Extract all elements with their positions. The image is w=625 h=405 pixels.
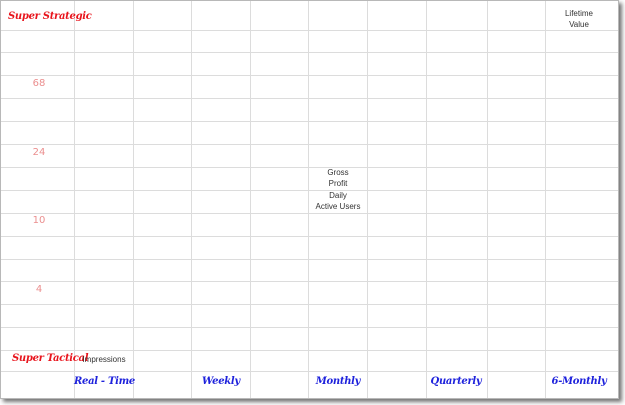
gridlines xyxy=(1,1,618,398)
impressions-text: Impressions xyxy=(82,355,126,364)
x-label-quarterly: Quarterly xyxy=(430,376,482,387)
tick-label-68: 68 xyxy=(32,78,46,89)
x-label-monthly: Monthly xyxy=(315,376,361,387)
lifetime-value-cell[interactable]: Lifetime Value xyxy=(549,8,609,30)
x-label-real-time: Real - Time xyxy=(74,376,135,387)
x-label-weekly: Weekly xyxy=(202,376,240,387)
daily-active-users-line-1: Daily xyxy=(329,191,347,200)
super-strategic-label: Super Strategic xyxy=(8,11,92,22)
x-label-6-monthly: 6-Monthly xyxy=(551,376,607,387)
daily-active-users-line-2: Active Users xyxy=(315,202,361,211)
gross-profit-line-2: Profit xyxy=(328,179,348,188)
tick-label-24: 24 xyxy=(32,147,46,158)
lifetime-value-line-2: Value xyxy=(569,20,589,29)
tick-label-10: 10 xyxy=(32,215,46,226)
daily-active-users-cell[interactable]: Daily Active Users xyxy=(308,190,368,212)
super-tactical-label: Super Tactical xyxy=(12,353,89,364)
spreadsheet-canvas: Super Strategic Super Tactical 68 24 10 … xyxy=(0,0,619,399)
gross-profit-cell[interactable]: Gross Profit xyxy=(308,167,368,189)
gross-profit-line-1: Gross xyxy=(327,168,349,177)
tick-label-4: 4 xyxy=(35,284,43,295)
impressions-cell[interactable]: Impressions xyxy=(74,354,134,365)
lifetime-value-line-1: Lifetime xyxy=(564,9,593,18)
